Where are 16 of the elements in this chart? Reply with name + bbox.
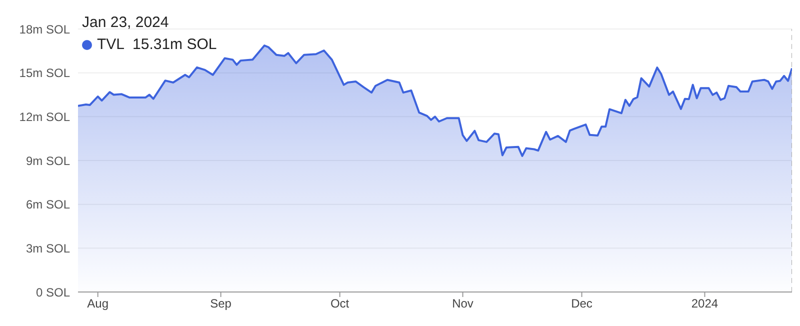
x-tick-label: Nov	[452, 296, 474, 311]
y-tick-label: 12m SOL	[19, 110, 70, 124]
x-tick-label: 2024	[691, 296, 718, 311]
annotation: Jan 23, 2024	[82, 13, 170, 33]
y-tick-label: 18m SOL	[19, 22, 70, 36]
x-tick-label: Oct	[330, 296, 350, 311]
y-tick-label: 3m SOL	[26, 241, 70, 256]
y-tick-label: 15m SOL	[19, 66, 70, 80]
y-tick-label: 0 SOL	[36, 285, 70, 300]
y-tick-label: 9m SOL	[26, 154, 70, 168]
y-tick-label: 6m SOL	[26, 198, 70, 212]
annotation: 15.31m SOL	[132, 35, 217, 55]
x-tick-label: Dec	[571, 296, 592, 311]
legend-label: TVL	[97, 35, 125, 55]
x-tick-label: Aug	[87, 296, 109, 311]
x-tick-label: Sep	[210, 296, 232, 311]
